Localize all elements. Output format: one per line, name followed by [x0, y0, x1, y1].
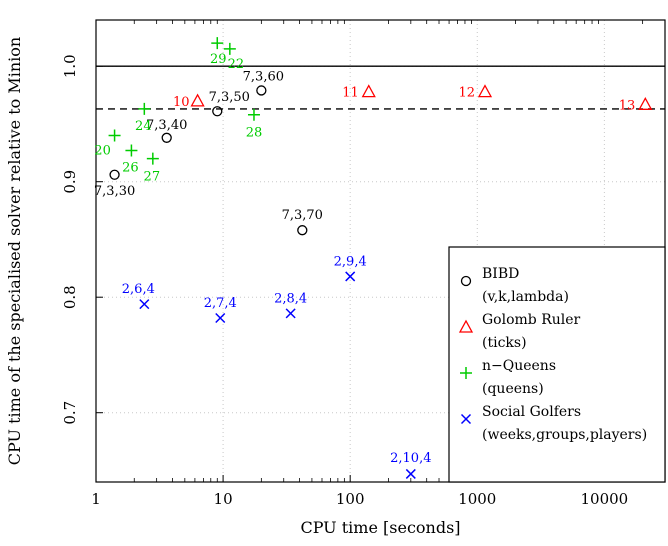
- data-point: [638, 96, 653, 110]
- legend-marker: [460, 275, 472, 287]
- data-label: 20: [94, 144, 111, 159]
- data-point: [345, 271, 356, 282]
- data-label: 29: [210, 52, 227, 67]
- data-point: [223, 42, 236, 55]
- legend: BIBD (v,k,lambda) Golomb Ruler (ticks) n−Que…: [448, 246, 666, 483]
- data-label: 26: [122, 161, 139, 176]
- reference-lines: [96, 65, 665, 110]
- data-point: [297, 225, 308, 236]
- x-tick-label: 10: [214, 490, 233, 508]
- data-point: [109, 169, 120, 180]
- data-label: 7,3,60: [243, 69, 284, 84]
- legend-series-name: Golomb Ruler: [482, 312, 581, 328]
- y-tick-label: 1.0: [61, 54, 79, 78]
- series-1: 10 11 12 13: [173, 84, 653, 113]
- legend-series-subname: (queens): [482, 381, 544, 397]
- data-label: 22: [228, 57, 245, 72]
- data-label: 2,9,4: [334, 254, 367, 269]
- data-label: 7,3,50: [209, 90, 250, 105]
- legend-marker: [460, 367, 472, 379]
- legend-series-subname: (v,k,lambda): [482, 289, 569, 305]
- data-label: 2,8,4: [274, 291, 307, 306]
- data-point: [190, 93, 205, 107]
- data-label: 11: [342, 86, 359, 101]
- data-label: 2,6,4: [122, 282, 155, 297]
- series-3: 2,6,4 2,7,4 2,8,4 2,9,4 2,10,4: [122, 254, 431, 479]
- x-tick-label: 1000: [458, 490, 496, 508]
- data-point: [139, 299, 150, 310]
- y-tick-label: 0.9: [61, 170, 79, 194]
- data-point: [146, 152, 159, 165]
- data-label: 2,7,4: [204, 296, 237, 311]
- data-point: [361, 84, 376, 98]
- legend-box: [448, 246, 666, 483]
- x-axis-label: CPU time [seconds]: [300, 518, 460, 537]
- data-label: 10: [173, 95, 190, 110]
- data-label: 2,10,4: [390, 451, 431, 466]
- data-point: [405, 468, 416, 479]
- data-point: [108, 129, 121, 142]
- x-tick-label: 10000: [581, 490, 629, 508]
- series-0: 7,3,30 7,3,40 7,3,50 7,3,60 7,3,70: [94, 69, 323, 236]
- legend-marker: [458, 319, 474, 333]
- x-tick-label: 100: [336, 490, 365, 508]
- data-point: [125, 144, 138, 157]
- data-label: 7,3,40: [146, 118, 187, 133]
- y-tick-label: 0.8: [61, 285, 79, 309]
- data-label: 7,3,30: [94, 184, 135, 199]
- data-point: [477, 84, 493, 98]
- legend-series-name: BIBD: [482, 266, 519, 282]
- legend-series-subname: (ticks): [482, 335, 527, 351]
- data-label: 24: [135, 119, 152, 134]
- axis-ticks: 1 10 100 1000 10000 0.7 0.8 0.9 1.0: [61, 20, 644, 508]
- y-tick-label: 0.7: [61, 401, 79, 425]
- legend-series-name: n−Queens: [482, 358, 556, 374]
- data-label: 27: [144, 170, 161, 185]
- data-point: [247, 108, 260, 121]
- y-axis-label: CPU time of the specialised solver relat…: [5, 37, 24, 465]
- data-point: [256, 85, 267, 96]
- legend-series-name: Social Golfers: [482, 404, 581, 420]
- data-point: [285, 308, 296, 319]
- x-tick-label: 1: [91, 490, 101, 508]
- data-point: [138, 102, 151, 115]
- data-point: [161, 132, 172, 143]
- series-2: 20 24 26 27 28 29 22: [94, 37, 262, 185]
- legend-marker: [460, 413, 472, 425]
- data-label: 7,3,70: [282, 208, 323, 223]
- data-point: [212, 106, 223, 117]
- data-points: 7,3,30 7,3,40 7,3,50 7,3,60 7,3,70 10 11 12 13 20…: [94, 37, 653, 479]
- legend-series-subname: (weeks,groups,players): [482, 427, 647, 443]
- data-label: 28: [246, 126, 263, 141]
- data-label: 12: [458, 86, 475, 101]
- data-label: 13: [619, 98, 636, 113]
- data-point: [215, 312, 226, 324]
- data-point: [211, 37, 224, 50]
